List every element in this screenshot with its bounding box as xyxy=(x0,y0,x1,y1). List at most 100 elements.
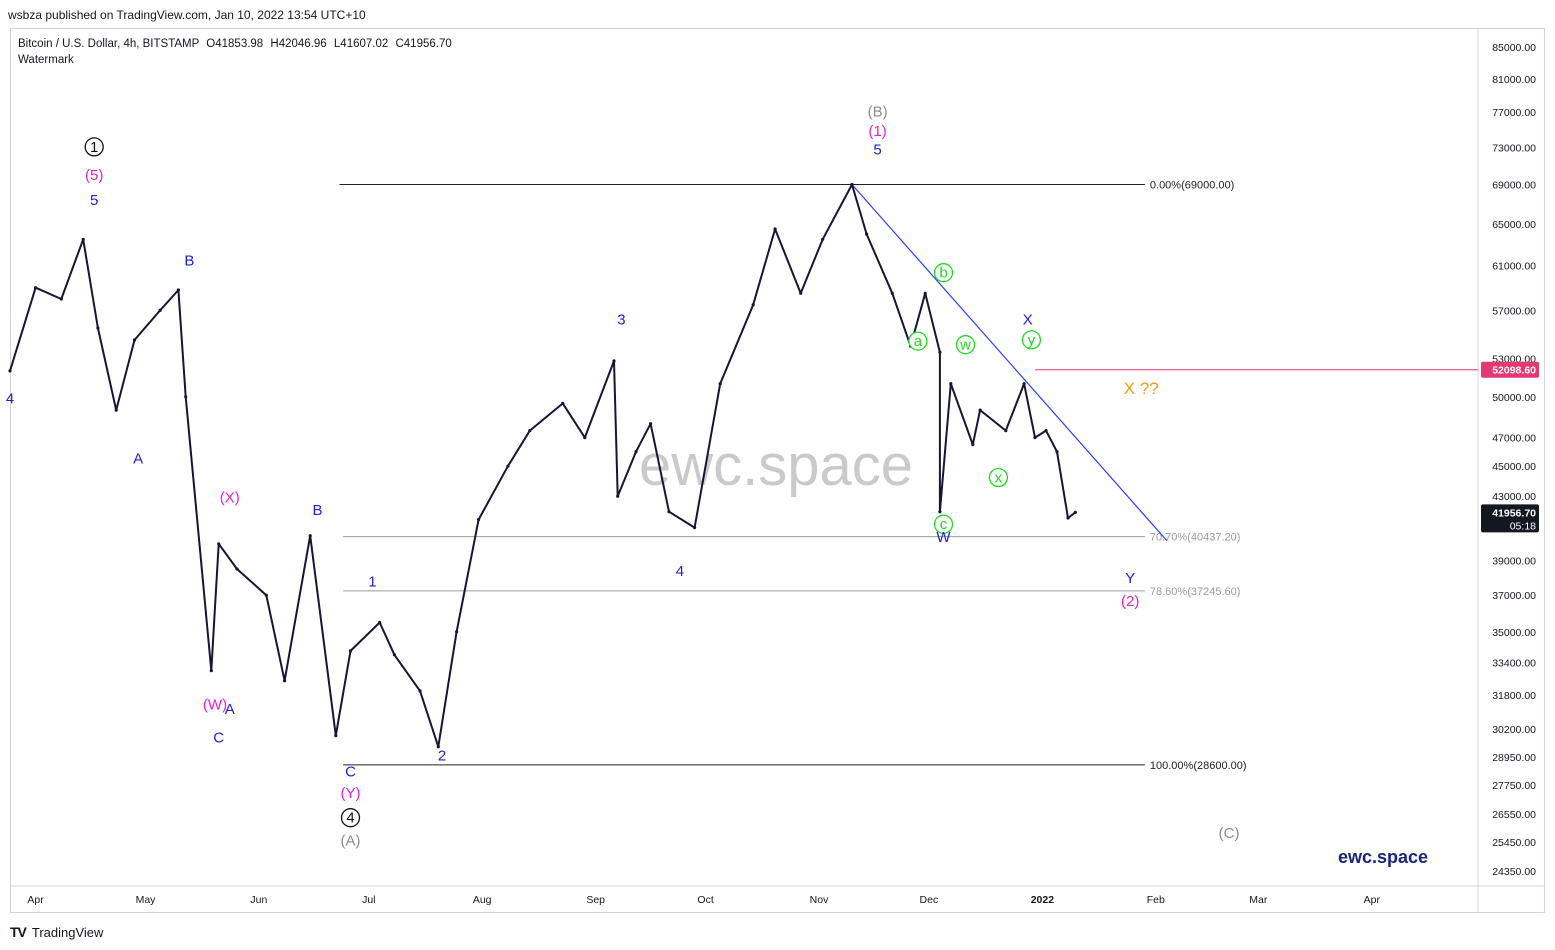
wave-label: c xyxy=(940,516,948,533)
price-point xyxy=(418,689,422,693)
price-point xyxy=(59,297,63,301)
wave-label: A xyxy=(225,701,235,718)
fib-level-label: 0.00%(69000.00) xyxy=(1150,180,1234,192)
wave-circle-icon xyxy=(340,808,361,828)
wave-label: B xyxy=(312,502,322,519)
price-point xyxy=(34,286,38,290)
wave-label: (2) xyxy=(1121,593,1139,610)
wave-label: (B) xyxy=(868,104,888,121)
trendline xyxy=(851,184,1168,541)
price-point xyxy=(799,291,803,295)
wave-circle-icon xyxy=(933,263,954,283)
price-point xyxy=(283,679,287,683)
wave-label: 1 xyxy=(90,139,98,156)
wave-label: 1 xyxy=(368,573,376,590)
wave-label: (X) xyxy=(220,489,240,506)
price-tick-label: 85000.00 xyxy=(1492,42,1536,54)
wave-label: 3 xyxy=(617,312,625,329)
tradingview-brand: TradingView xyxy=(31,924,104,940)
price-point xyxy=(865,232,869,236)
wave-annotations: 1(5)54BA(X)(W)ACBC(Y)4(A)1234(B)(1)5abwc… xyxy=(6,104,1240,850)
ohlc-close: C41956.70 xyxy=(395,38,452,50)
time-tick-label: Jul xyxy=(362,894,375,906)
watermark-indicator-label[interactable]: Watermark xyxy=(18,54,74,66)
wave-label: b xyxy=(939,265,947,282)
price-point xyxy=(378,620,382,625)
publisher-line: wsbza published on TradingView.com, Jan … xyxy=(8,8,366,22)
time-axis[interactable]: Apr May Jun Jul Aug Sep Oct Nov Dec 2022 Feb Mar Apr xyxy=(27,894,1380,906)
wave-label: 4 xyxy=(676,563,684,580)
price-point xyxy=(1022,382,1026,386)
wave-label: x xyxy=(995,470,1003,487)
tradingview-logo-icon: TV xyxy=(10,924,27,940)
price-tick-label: 25450.00 xyxy=(1492,837,1536,849)
price-tick-label: 35000.00 xyxy=(1492,627,1536,639)
price-tick-label: 77000.00 xyxy=(1492,107,1536,119)
wave-label: B xyxy=(184,253,194,270)
price-point xyxy=(634,450,638,454)
price-point xyxy=(209,669,213,673)
ohlc-open: O41853.98 xyxy=(206,38,264,50)
price-tick-label: 69000.00 xyxy=(1492,180,1536,192)
tradingview-footer[interactable]: TV TradingView xyxy=(10,924,103,940)
price-point xyxy=(436,745,440,749)
price-tick-label: 26550.00 xyxy=(1492,809,1536,821)
price-point xyxy=(506,464,510,468)
time-tick-label: Apr xyxy=(1364,894,1381,906)
wave-label: y xyxy=(1028,332,1036,349)
price-tick-label: 39000.00 xyxy=(1492,556,1536,568)
price-point xyxy=(821,237,825,241)
price-point xyxy=(693,526,697,530)
price-tick-label: 28950.00 xyxy=(1492,752,1536,764)
ohlc-high: H42046.96 xyxy=(270,38,327,50)
price-tick-label: 61000.00 xyxy=(1492,261,1536,273)
resistance-price-badge xyxy=(1481,361,1539,378)
wave-label: W xyxy=(936,529,951,546)
chart-frame[interactable] xyxy=(10,28,1545,913)
price-line xyxy=(9,183,1076,748)
price-point xyxy=(1033,436,1037,440)
wave-label: X xyxy=(1023,312,1033,329)
price-point xyxy=(477,518,481,522)
fib-level-label: 100.00%(28600.00) xyxy=(1150,760,1247,772)
price-point xyxy=(81,237,85,241)
price-point xyxy=(1055,450,1059,454)
price-point xyxy=(890,291,894,295)
price-tick-label: 33400.00 xyxy=(1492,658,1536,670)
wave-circle-icon xyxy=(908,331,928,351)
wave-circle-icon xyxy=(1021,330,1042,350)
price-axis[interactable]: 85000.00 81000.00 77000.00 73000.00 69000.00… xyxy=(1481,42,1539,878)
price-point xyxy=(1004,429,1008,433)
price-point xyxy=(132,338,137,342)
price-tick-label: 73000.00 xyxy=(1492,142,1536,154)
wave-label: (Y) xyxy=(341,785,361,802)
price-point xyxy=(264,593,268,597)
ohlc-low: L41607.02 xyxy=(333,38,389,50)
price-point xyxy=(978,408,982,412)
wave-label: w xyxy=(959,337,971,354)
fib-level-label: 78.60%(37245.60) xyxy=(1150,586,1241,598)
wave-label: A xyxy=(133,450,143,467)
wave-label: X ?? xyxy=(1124,379,1159,398)
time-tick-label: Apr xyxy=(27,894,44,906)
time-tick-label: Mar xyxy=(1249,894,1268,906)
price-tick-label: 81000.00 xyxy=(1492,74,1536,86)
time-tick-label: 2022 xyxy=(1031,894,1055,906)
wave-label: 4 xyxy=(6,390,14,407)
price-point xyxy=(184,395,188,399)
price-point xyxy=(528,429,532,433)
price-point xyxy=(649,422,653,426)
time-tick-label: Feb xyxy=(1147,894,1165,906)
price-point xyxy=(455,630,459,634)
price-tick-label: 50000.00 xyxy=(1492,392,1536,404)
price-point xyxy=(561,401,565,405)
wave-label: (W) xyxy=(203,697,227,714)
price-point xyxy=(392,653,396,657)
resistance-price-text: 52098.60 xyxy=(1492,365,1536,377)
price-point xyxy=(217,542,221,546)
brand-label[interactable]: ewc.space xyxy=(1338,847,1428,867)
price-point xyxy=(949,382,953,386)
price-point xyxy=(616,494,620,498)
wave-label: 5 xyxy=(873,142,881,159)
